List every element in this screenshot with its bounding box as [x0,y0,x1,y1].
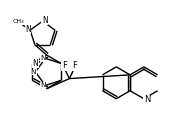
Text: N: N [41,82,46,88]
Text: N: N [42,16,48,25]
Text: N: N [25,25,31,34]
Text: N: N [41,55,46,61]
Text: N: N [33,59,38,68]
Text: N: N [144,95,150,104]
Text: F: F [62,61,67,70]
Text: F: F [72,61,77,70]
Text: CH₃: CH₃ [13,19,24,24]
Text: N: N [31,69,36,75]
